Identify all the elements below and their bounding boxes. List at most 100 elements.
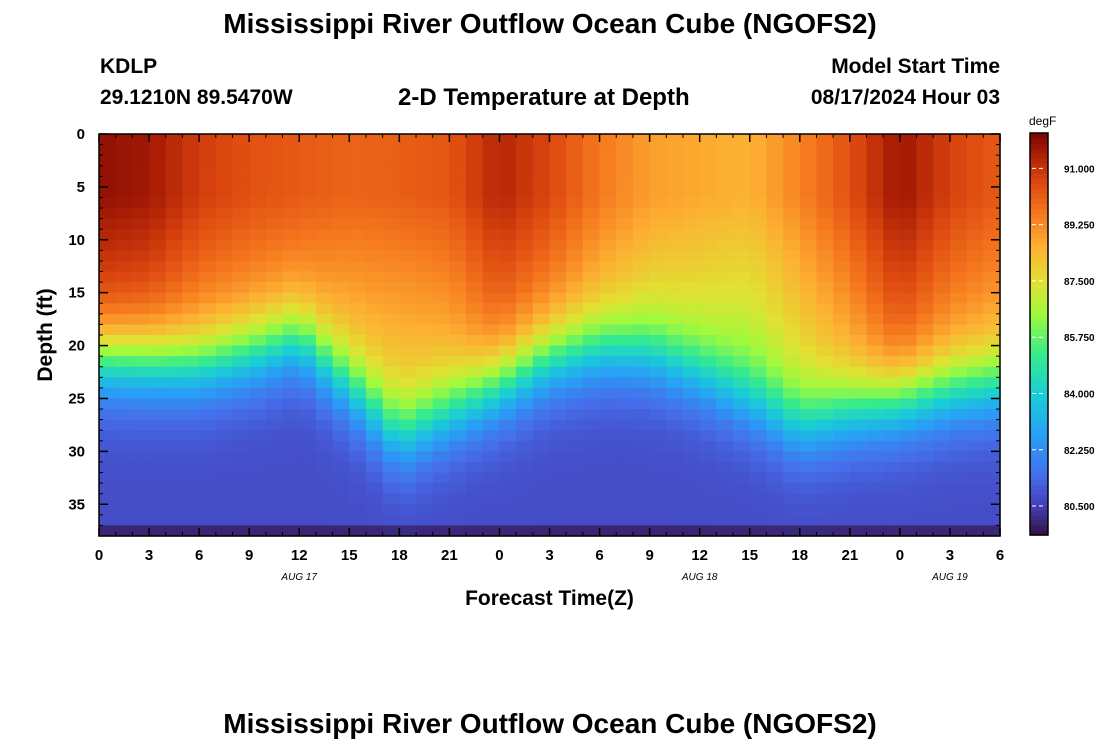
heatmap-cell bbox=[733, 144, 751, 156]
heatmap-cell bbox=[749, 186, 768, 199]
heatmap-cell bbox=[733, 430, 751, 442]
heatmap-cell bbox=[199, 345, 217, 357]
heatmap-cell bbox=[833, 165, 851, 177]
heatmap-cell bbox=[299, 440, 317, 452]
heatmap-cell bbox=[733, 186, 751, 199]
heatmap-cell bbox=[149, 155, 167, 167]
heatmap-cell bbox=[265, 493, 284, 505]
heatmap-cell bbox=[399, 461, 417, 474]
heatmap-cell bbox=[516, 493, 534, 505]
heatmap-cell bbox=[466, 176, 484, 188]
heatmap-cell bbox=[466, 451, 484, 463]
heatmap-cell bbox=[799, 409, 818, 421]
heatmap-cell bbox=[232, 493, 250, 505]
heatmap-cell bbox=[599, 260, 617, 273]
heatmap-cell bbox=[365, 451, 384, 463]
heatmap-cell bbox=[799, 282, 818, 294]
heatmap-cell bbox=[983, 461, 1001, 474]
heatmap-cell bbox=[699, 186, 717, 199]
heatmap-cell bbox=[933, 472, 951, 484]
heatmap-cell bbox=[516, 313, 534, 326]
heatmap-cell bbox=[649, 313, 667, 326]
colorbar-segment bbox=[1030, 429, 1048, 436]
heatmap-cell bbox=[182, 250, 200, 262]
heatmap-cell bbox=[449, 493, 467, 505]
heatmap-cell bbox=[949, 239, 968, 251]
heatmap-cell bbox=[199, 451, 217, 463]
heatmap-cell bbox=[549, 504, 567, 516]
heatmap-cell bbox=[549, 451, 567, 463]
heatmap-cell bbox=[149, 197, 167, 209]
heatmap-cell bbox=[549, 525, 567, 537]
heatmap-cell bbox=[916, 356, 934, 368]
colorbar-tick-label: 82.250 bbox=[1064, 446, 1095, 457]
heatmap-cell bbox=[733, 197, 751, 209]
heatmap-cell bbox=[132, 292, 150, 304]
heatmap-cell bbox=[182, 292, 200, 304]
heatmap-cell bbox=[132, 335, 150, 347]
heatmap-cell bbox=[516, 387, 534, 400]
heatmap-cell bbox=[449, 377, 467, 389]
y-tick-label: 15 bbox=[68, 285, 85, 302]
heatmap-cell bbox=[499, 197, 517, 209]
heatmap-cell bbox=[466, 260, 484, 273]
heatmap-cell bbox=[182, 440, 200, 452]
heatmap-cell bbox=[549, 483, 567, 495]
heatmap-cell bbox=[649, 186, 667, 199]
heatmap-cell bbox=[449, 239, 467, 251]
heatmap-cell bbox=[149, 271, 167, 283]
heatmap-cell bbox=[799, 144, 818, 156]
heatmap-cell bbox=[599, 155, 617, 167]
heatmap-cell bbox=[816, 303, 834, 315]
heatmap-cell bbox=[983, 493, 1001, 505]
colorbar-segment bbox=[1030, 288, 1048, 295]
heatmap-cell bbox=[282, 483, 300, 495]
heatmap-cell bbox=[666, 525, 684, 537]
heatmap-cell bbox=[115, 366, 133, 378]
heatmap-cell bbox=[582, 356, 601, 368]
heatmap-cell bbox=[282, 144, 300, 156]
heatmap-cell bbox=[666, 472, 684, 484]
heatmap-cell bbox=[849, 229, 868, 241]
heatmap-cell bbox=[699, 176, 717, 188]
heatmap-cell bbox=[115, 504, 133, 516]
heatmap-cell bbox=[949, 430, 968, 442]
heatmap-cell bbox=[365, 472, 384, 484]
heatmap-cell bbox=[315, 271, 334, 283]
heatmap-cell bbox=[182, 324, 200, 336]
heatmap-cell bbox=[165, 504, 184, 516]
heatmap-cell bbox=[132, 197, 150, 209]
heatmap-cell bbox=[399, 176, 417, 188]
heatmap-cell bbox=[132, 134, 150, 146]
heatmap-cell bbox=[833, 493, 851, 505]
heatmap-cell bbox=[833, 271, 851, 283]
heatmap-cell bbox=[432, 303, 450, 315]
heatmap-cell bbox=[466, 409, 484, 421]
heatmap-cell bbox=[499, 282, 517, 294]
heatmap-cell bbox=[449, 430, 467, 442]
heatmap-cell bbox=[232, 197, 250, 209]
heatmap-cell bbox=[666, 292, 684, 304]
heatmap-cell bbox=[215, 313, 234, 326]
heatmap-cell bbox=[632, 271, 651, 283]
heatmap-cell bbox=[182, 197, 200, 209]
heatmap-cell bbox=[549, 324, 567, 336]
heatmap-cell bbox=[432, 493, 450, 505]
colorbar-segment bbox=[1030, 499, 1048, 506]
heatmap-cell bbox=[682, 451, 701, 463]
heatmap-cell bbox=[365, 377, 384, 389]
heatmap-cell bbox=[816, 366, 834, 378]
heatmap-cell bbox=[816, 239, 834, 251]
heatmap-cell bbox=[132, 165, 150, 177]
heatmap-cell bbox=[816, 218, 834, 230]
heatmap-cell bbox=[382, 282, 400, 294]
heatmap-cell bbox=[549, 493, 567, 505]
heatmap-cell bbox=[582, 313, 601, 326]
heatmap-cell bbox=[215, 461, 234, 474]
heatmap-cell bbox=[532, 229, 551, 241]
heatmap-cell bbox=[332, 155, 350, 167]
heatmap-cell bbox=[899, 525, 918, 537]
heatmap-cell bbox=[916, 134, 934, 146]
heatmap-cell bbox=[866, 239, 884, 251]
heatmap-cell bbox=[365, 440, 384, 452]
